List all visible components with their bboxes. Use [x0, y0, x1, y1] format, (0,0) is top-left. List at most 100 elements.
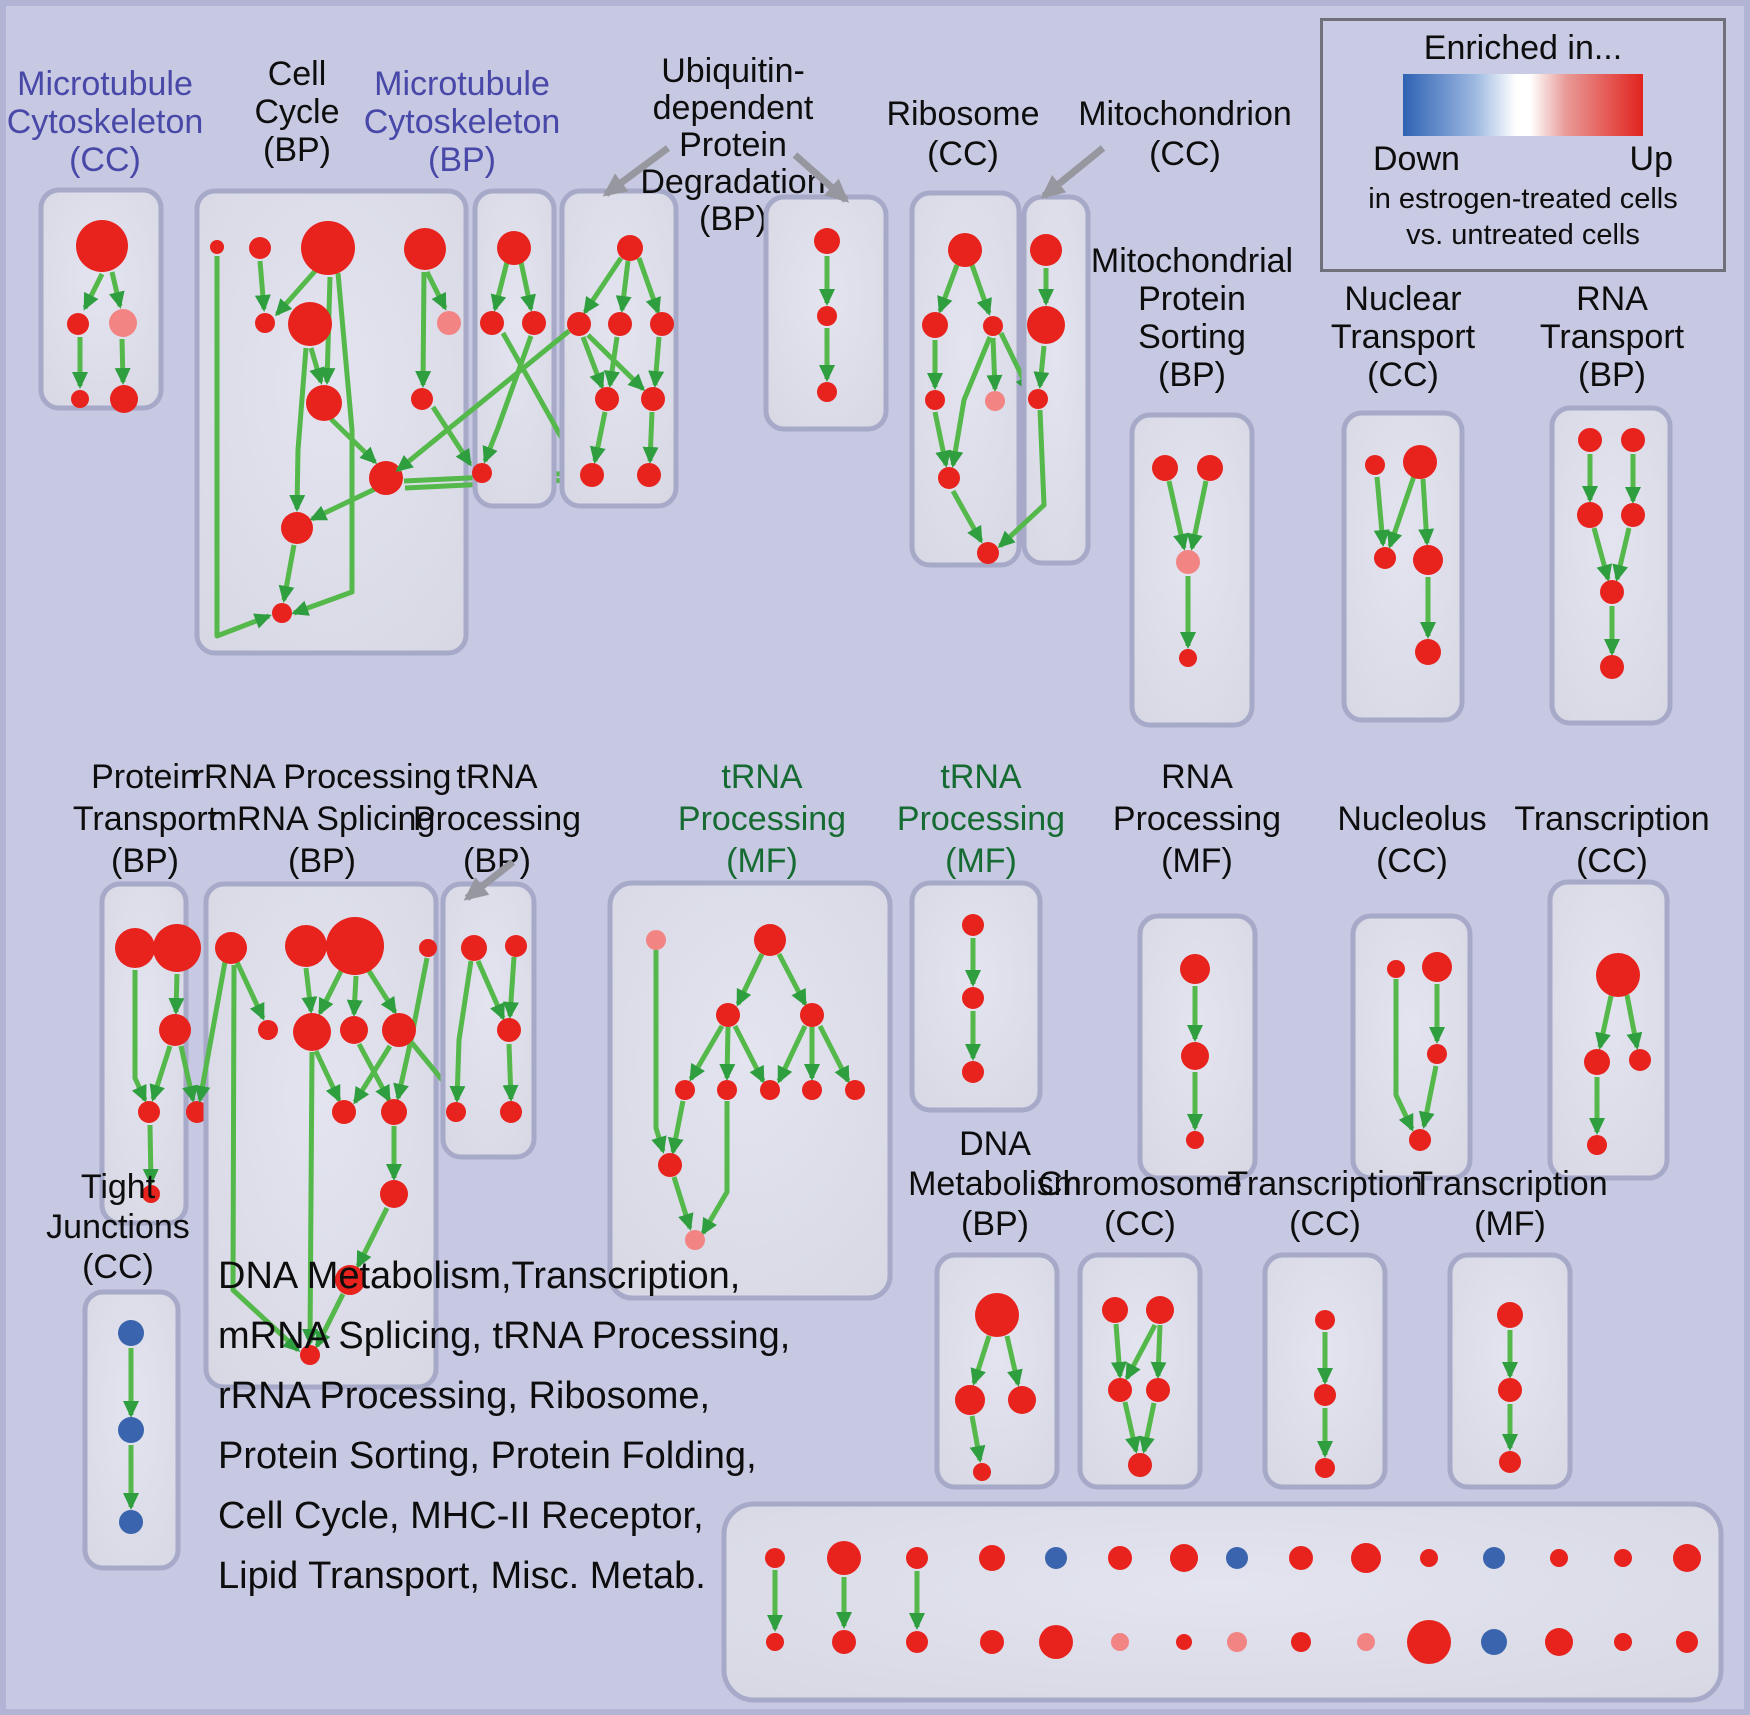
cluster-label-rna-transport-line1: Transport	[1540, 318, 1685, 356]
node-rna-transport-1	[1621, 428, 1645, 452]
node-ribosome-0	[948, 233, 982, 267]
node-microtubule-cc-3	[71, 390, 89, 408]
node-mixed-strip-22	[1227, 1632, 1247, 1652]
cluster-transcription-mf: Transcription(MF)	[1412, 1165, 1608, 1490]
edge-transcription-cc-row2-1	[1624, 994, 1643, 1050]
cluster-box-chromosome	[1077, 1252, 1203, 1490]
node-mitochondrial-protein-sorting-1	[1197, 455, 1223, 481]
edge-cell-cycle-4	[415, 271, 432, 388]
node-mitochondrial-protein-sorting-2	[1176, 550, 1200, 574]
node-ubiquitin-degradation-2-2	[817, 382, 837, 402]
edge-ubiquitin-degradation-1-5	[586, 333, 646, 392]
cluster-label-mitochondrial-protein-sorting-line2: Sorting	[1138, 318, 1246, 356]
edge-nuclear-transport-0	[1373, 476, 1390, 547]
cluster-label-mitochondrial-protein-sorting-line0: Mitochondrial	[1091, 242, 1293, 280]
node-cell-cycle-4	[255, 313, 275, 333]
edge-rna-transport-2	[1591, 527, 1613, 582]
node-cell-cycle-1	[249, 237, 271, 259]
edge-trna-processing-mf-1-8	[651, 950, 667, 1154]
cluster-label-cell-cycle-line2: (BP)	[263, 131, 331, 169]
node-trna-processing-mf-2-1	[962, 987, 984, 1009]
cluster-label-microtubule-cc-line1: Cytoskeleton	[7, 103, 204, 141]
edge-microtubule-cc-0	[82, 272, 105, 311]
cluster-label-trna-processing-mf-2-line0: tRNA	[940, 758, 1022, 796]
edge-nuclear-transport-1	[1386, 475, 1417, 549]
edge-nucleolus-1	[1418, 1065, 1439, 1129]
edge-protein-transport-3	[178, 1045, 198, 1103]
node-cell-cycle-5	[288, 302, 332, 346]
node-cell-cycle-11	[272, 603, 292, 623]
edge-rrna-processing-mrna-splicing-7	[313, 1049, 342, 1103]
legend-down-label: Down	[1373, 140, 1460, 178]
node-rna-processing-mf-0	[1180, 954, 1210, 984]
node-mixed-strip-3	[979, 1545, 1005, 1571]
node-mixed-strip-20	[1111, 1633, 1129, 1651]
node-mitochondrion-2	[1028, 389, 1048, 409]
node-ubiquitin-degradation-1-3	[650, 312, 674, 336]
node-mitochondrial-protein-sorting-3	[1179, 649, 1197, 667]
node-rna-transport-5	[1600, 655, 1624, 679]
cluster-label-rrna-processing-mrna-splicing-line1: mRNA Splicing	[209, 800, 436, 838]
node-trna-processing-mf-1-0	[646, 930, 666, 950]
node-rrna-processing-mrna-splicing-4	[258, 1020, 278, 1040]
edge-chromosome-2	[1150, 1324, 1167, 1379]
node-rrna-processing-mrna-splicing-12	[300, 1345, 320, 1365]
cluster-label-trna-processing-mf-2-line2: (MF)	[945, 842, 1017, 880]
cluster-box-nuclear-transport	[1341, 410, 1465, 723]
text-block-line-5: Lipid Transport, Misc. Metab.	[218, 1555, 706, 1597]
edge-nuclear-transport-2	[1418, 478, 1435, 546]
node-mixed-strip-14	[1673, 1544, 1701, 1572]
node-mixed-strip-10	[1420, 1549, 1438, 1567]
edge-cell-cycle-9	[278, 544, 297, 603]
cluster-label-trna-processing-bp-line1: Processing	[413, 800, 581, 838]
cluster-label-rrna-processing-mrna-splicing-line2: (BP)	[288, 842, 356, 880]
cluster-label-transcription-cc-row3-line1: (CC)	[1289, 1205, 1361, 1243]
edge-ubiquitin-degradation-1-6	[648, 336, 665, 388]
edge-protein-transport-2	[149, 1045, 173, 1102]
cluster-chromosome: Chromosome(CC)	[1038, 1165, 1242, 1490]
node-ubiquitin-degradation-1-7	[637, 463, 661, 487]
cluster-box-dna-metabolism	[934, 1252, 1060, 1490]
edge-ubiquitin-degradation-1-3	[580, 336, 605, 390]
edge-ribosome-5	[947, 336, 993, 468]
node-cell-cycle-2	[301, 221, 355, 275]
node-cell-cycle-9	[369, 461, 403, 495]
cluster-label-dna-metabolism-line1: Metabolism	[908, 1165, 1082, 1203]
edge-ubiquitin-degradation-1-2	[636, 257, 661, 315]
cluster-label-mitochondrion-line1: (CC)	[1149, 135, 1221, 173]
node-trna-processing-mf-1-2	[716, 1003, 740, 1027]
edge-ribosome-1	[969, 264, 992, 316]
cluster-label-microtubule-bp-line0: Microtubule	[374, 65, 550, 103]
cluster-label-trna-processing-mf-1-line0: tRNA	[721, 758, 803, 796]
cluster-label-nuclear-transport-line1: Transport	[1331, 318, 1476, 356]
text-block-line-0: DNA Metabolism,Transcription,	[218, 1255, 740, 1297]
node-mixed-strip-2	[906, 1547, 928, 1569]
node-ubiquitin-degradation-1-4	[595, 387, 619, 411]
node-mixed-strip-25	[1407, 1620, 1451, 1664]
cluster-box-microtubule-cc	[38, 187, 164, 411]
legend-subline-2: vs. untreated cells	[1406, 219, 1640, 251]
text-block-line-1: mRNA Splicing, tRNA Processing,	[218, 1315, 790, 1357]
cluster-label-rna-processing-mf-line2: (MF)	[1161, 842, 1233, 880]
edge-rrna-processing-mrna-splicing-11	[355, 1206, 390, 1269]
edge-mitochondrion-2	[997, 409, 1047, 549]
node-chromosome-1	[1146, 1296, 1174, 1324]
node-trna-processing-bp-4	[500, 1101, 522, 1123]
node-mixed-strip-17	[906, 1631, 928, 1653]
node-mitochondrion-0	[1030, 234, 1062, 266]
edge-cell-cycle-1	[275, 268, 318, 317]
node-ubiquitin-degradation-1-0	[617, 235, 643, 261]
cluster-label-transcription-mf-line1: (MF)	[1474, 1205, 1546, 1243]
cluster-label-rna-transport-line2: (BP)	[1578, 356, 1646, 394]
summary-text-block: DNA Metabolism,Transcription, mRNA Splici…	[218, 1255, 790, 1597]
edge-protein-transport-4	[142, 1124, 159, 1186]
legend-subline-1: in estrogen-treated cells	[1368, 183, 1678, 215]
edge-protein-transport-0	[131, 970, 148, 1103]
edge-rrna-processing-mrna-splicing-0	[230, 964, 301, 1353]
node-ubiquitin-degradation-2-0	[814, 228, 840, 254]
edge-cell-cycle-3	[424, 270, 448, 311]
node-trna-processing-mf-1-4	[675, 1080, 695, 1100]
